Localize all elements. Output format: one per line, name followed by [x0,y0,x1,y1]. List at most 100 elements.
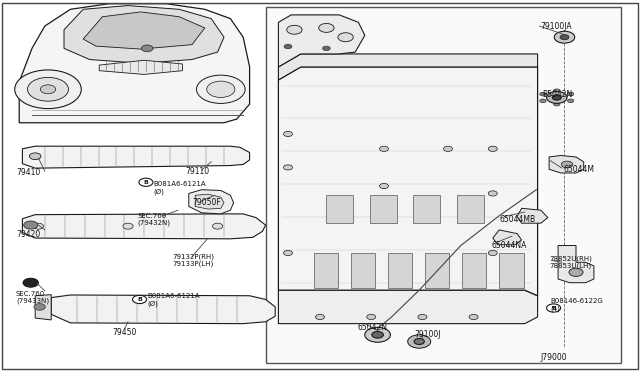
Circle shape [34,304,45,310]
Polygon shape [99,60,182,74]
Circle shape [23,278,38,287]
Circle shape [554,102,560,106]
Circle shape [540,92,546,96]
Circle shape [380,146,388,151]
Circle shape [554,31,575,43]
Text: 79100JA: 79100JA [541,22,572,31]
Text: 79410: 79410 [16,169,40,177]
Bar [499,253,524,288]
Circle shape [284,131,292,137]
Text: 79132P(RH)
79133P(LH): 79132P(RH) 79133P(LH) [173,253,215,267]
Circle shape [540,99,546,103]
Text: J79000: J79000 [541,353,568,362]
Text: 79110: 79110 [186,167,210,176]
Circle shape [488,146,497,151]
Text: B5042N: B5042N [543,90,573,99]
Circle shape [418,314,427,320]
Polygon shape [22,214,266,239]
Bar [314,253,338,288]
Text: SEC.760
(79433N): SEC.760 (79433N) [16,291,49,304]
Polygon shape [195,194,224,209]
Circle shape [554,89,560,93]
Circle shape [319,23,334,32]
Bar [351,253,375,288]
Circle shape [284,44,292,49]
Circle shape [338,33,353,42]
Circle shape [414,339,424,344]
Text: SEC.760
(79432N): SEC.760 (79432N) [138,213,171,226]
Polygon shape [189,190,234,214]
Circle shape [488,250,497,256]
Text: B08146-6122G
(4): B08146-6122G (4) [550,298,603,312]
Bar [370,195,397,223]
Text: 65044MB: 65044MB [499,215,535,224]
Text: 78852U(RH)
78853U(LH): 78852U(RH) 78853U(LH) [549,255,592,269]
Circle shape [547,92,567,103]
Polygon shape [549,155,584,173]
Text: 79100J: 79100J [415,330,441,339]
Polygon shape [517,208,548,223]
Text: 65042N: 65042N [357,323,387,332]
Polygon shape [22,146,250,168]
Text: 79450: 79450 [112,328,136,337]
Polygon shape [19,4,250,123]
Circle shape [488,191,497,196]
Text: 79420: 79420 [16,230,40,239]
Circle shape [323,46,330,51]
Circle shape [284,250,292,256]
Text: B: B [551,305,556,311]
Circle shape [568,92,574,96]
Text: 79050F: 79050F [192,198,221,207]
Circle shape [372,331,383,338]
Circle shape [123,223,133,229]
Bar [266,7,621,363]
Bar [326,195,353,223]
Text: B081A6-6121A
(Ø): B081A6-6121A (Ø) [154,181,206,195]
Polygon shape [83,12,205,49]
Circle shape [316,314,324,320]
Polygon shape [278,54,538,80]
Bar [462,253,486,288]
Circle shape [139,178,153,186]
Polygon shape [558,246,594,283]
Bar [413,195,440,223]
Circle shape [560,35,569,40]
Text: B: B [137,297,142,302]
Circle shape [568,99,574,103]
Text: B: B [143,180,148,185]
Bar [425,253,449,288]
Text: 65044M: 65044M [563,165,594,174]
Polygon shape [51,295,275,324]
Circle shape [196,75,245,103]
Circle shape [444,146,452,151]
Circle shape [547,304,561,312]
Polygon shape [493,230,522,245]
Circle shape [24,221,38,229]
Circle shape [569,268,583,276]
Circle shape [28,77,68,101]
Circle shape [380,183,388,189]
Circle shape [365,327,390,342]
Text: B081A6-6121A
(Ø): B081A6-6121A (Ø) [147,294,200,307]
Circle shape [287,25,302,34]
Polygon shape [35,295,51,320]
Circle shape [367,314,376,320]
Circle shape [552,95,561,100]
Circle shape [29,153,41,160]
Text: 65044NA: 65044NA [492,241,527,250]
Circle shape [15,70,81,109]
Circle shape [40,85,56,94]
Circle shape [408,335,431,348]
Circle shape [469,314,478,320]
Circle shape [141,45,153,52]
Polygon shape [64,6,224,63]
Circle shape [132,295,147,304]
Bar [457,195,484,223]
Circle shape [212,223,223,229]
Bar [388,253,412,288]
Circle shape [207,81,235,97]
Polygon shape [278,67,538,296]
Polygon shape [278,290,538,324]
Circle shape [561,161,573,168]
Polygon shape [278,15,365,67]
